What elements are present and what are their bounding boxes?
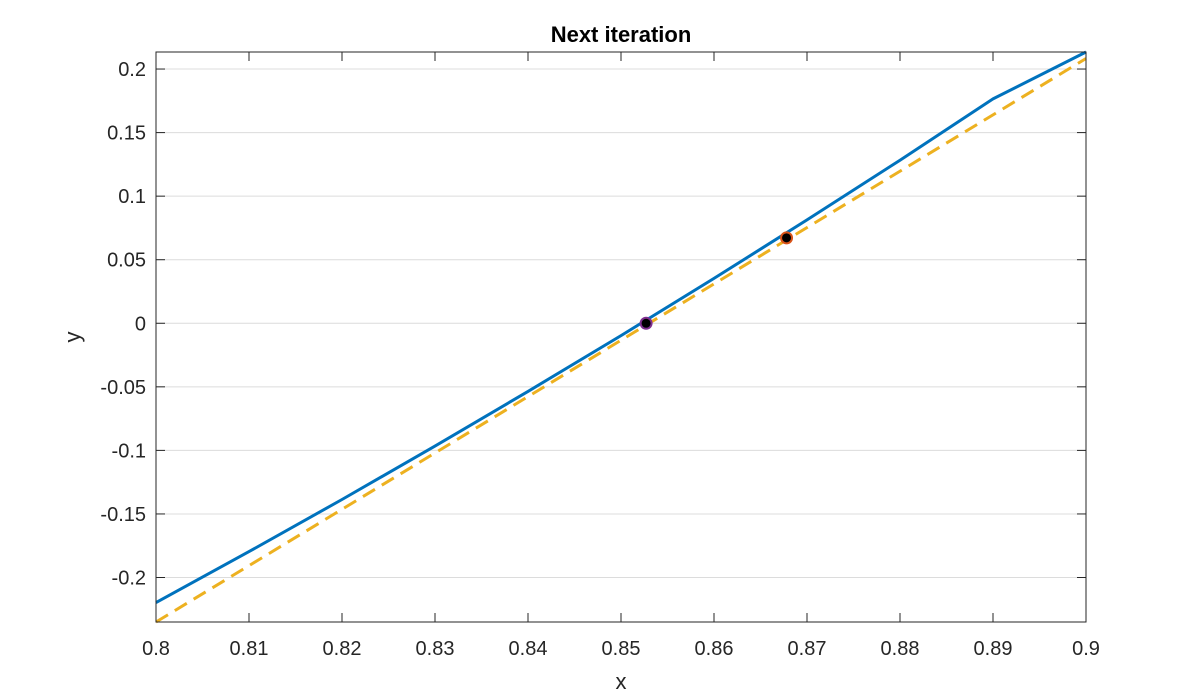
y-tick-label: -0.05 — [100, 377, 146, 399]
x-tick-label: 0.82 — [323, 638, 362, 660]
x-tick-label: 0.9 — [1072, 638, 1100, 660]
ticks-group: -0.2 -0.15 -0.1 -0.05 0 0.05 0.1 0.15 0.2 0.8 0.81… — [100, 52, 1100, 660]
points-group — [639, 231, 794, 330]
x-tick-label: 0.86 — [695, 638, 734, 660]
grid — [156, 68, 1086, 579]
y-tick-label: 0.2 — [118, 59, 146, 81]
x-axis-label: x — [616, 669, 627, 694]
x-tick-label: 0.84 — [509, 638, 548, 660]
y-tick-label: 0 — [135, 313, 146, 335]
x-tick-label: 0.85 — [602, 638, 641, 660]
data-point — [780, 231, 794, 245]
x-tick-label: 0.8 — [142, 638, 170, 660]
x-tick-label: 0.83 — [416, 638, 455, 660]
data-point — [639, 316, 653, 330]
y-tick-label: -0.15 — [100, 504, 146, 526]
dashed-series-line — [155, 57, 1087, 624]
solid-series-line — [155, 50, 1087, 604]
y-tick-label: 0.1 — [118, 186, 146, 208]
x-tick-label: 0.81 — [230, 638, 269, 660]
y-tick-label: 0.15 — [107, 123, 146, 145]
y-axis-label: y — [60, 332, 85, 343]
y-tick-label: -0.1 — [112, 440, 146, 462]
x-tick-label: 0.87 — [788, 638, 827, 660]
x-tick-label: 0.89 — [974, 638, 1013, 660]
chart-title: Next iteration — [551, 22, 692, 47]
series-group — [155, 50, 1087, 624]
y-tick-label: -0.2 — [112, 568, 146, 590]
y-tick-label: 0.05 — [107, 250, 146, 272]
x-tick-label: 0.88 — [881, 638, 920, 660]
